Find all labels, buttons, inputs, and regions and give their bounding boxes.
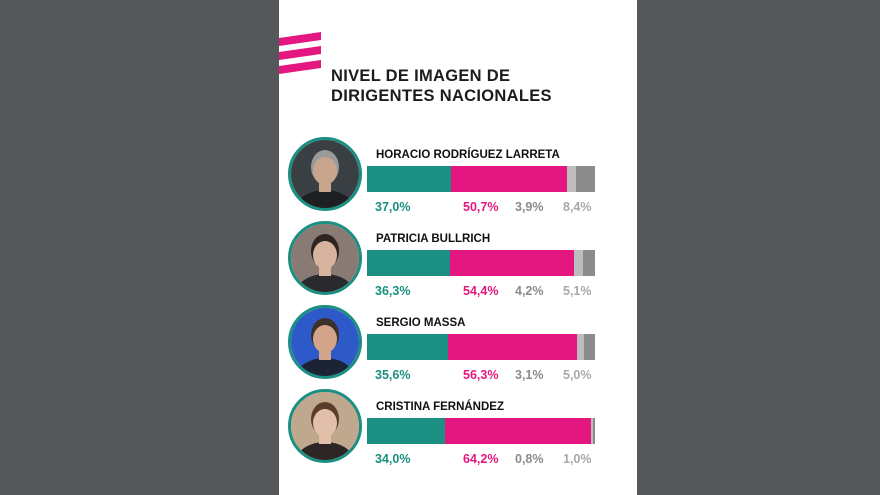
bar-segment <box>451 166 567 192</box>
data-label: 8,4% <box>563 200 592 214</box>
person-portrait-icon <box>291 392 359 460</box>
person-portrait-icon <box>291 140 359 208</box>
leader-name: HORACIO RODRÍGUEZ LARRETA <box>376 149 560 161</box>
leader-row: CRISTINA FERNÁNDEZ 34,0% 64,2% 0,8% 1,0% <box>279 389 637 473</box>
bar-segment <box>566 166 576 192</box>
leader-name: PATRICIA BULLRICH <box>376 233 491 245</box>
data-label: 0,8% <box>515 452 544 466</box>
bar-segment <box>449 250 574 276</box>
value-labels: 34,0% 64,2% 0,8% 1,0% <box>279 452 637 468</box>
bar-segment <box>590 418 593 444</box>
bar-segment <box>367 418 445 444</box>
value-labels: 35,6% 56,3% 3,1% 5,0% <box>279 368 637 384</box>
data-label: 34,0% <box>375 452 411 466</box>
report-page: NIVEL DE IMAGEN DE DIRIGENTES NACIONALES… <box>279 0 637 495</box>
data-label: 37,0% <box>375 200 411 214</box>
bar-segment <box>575 166 595 192</box>
data-label: 5,0% <box>563 368 592 382</box>
value-labels: 37,0% 50,7% 3,9% 8,4% <box>279 200 637 216</box>
leader-photo <box>288 221 362 295</box>
leader-row: SERGIO MASSA 35,6% 56,3% 3,1% 5,0% <box>279 305 637 389</box>
stacked-bar <box>367 334 595 360</box>
stacked-bar <box>367 418 595 444</box>
data-label: 35,6% <box>375 368 411 382</box>
data-label: 4,2% <box>515 284 544 298</box>
data-label: 5,1% <box>563 284 592 298</box>
title-line-1: NIVEL DE IMAGEN DE <box>331 67 511 85</box>
value-labels: 36,3% 54,4% 4,2% 5,1% <box>279 284 637 300</box>
brand-logo-icon <box>279 32 321 74</box>
person-portrait-icon <box>291 224 359 292</box>
bar-segment <box>592 418 595 444</box>
leader-name: SERGIO MASSA <box>376 317 466 329</box>
stacked-bar <box>367 250 595 276</box>
bar-segment <box>448 334 577 360</box>
data-label: 1,0% <box>563 452 592 466</box>
leader-photo <box>288 389 362 463</box>
leader-row: HORACIO RODRÍGUEZ LARRETA 37,0% 50,7% 3,9% 8… <box>279 137 637 221</box>
data-label: 3,9% <box>515 200 544 214</box>
bar-segment <box>573 250 584 276</box>
bar-segment <box>367 166 452 192</box>
data-label: 56,3% <box>463 368 499 382</box>
data-label: 64,2% <box>463 452 499 466</box>
bar-segment <box>583 334 595 360</box>
data-label: 50,7% <box>463 200 499 214</box>
data-label: 54,4% <box>463 284 499 298</box>
title-line-2: DIRIGENTES NACIONALES <box>331 87 552 105</box>
leader-row: PATRICIA BULLRICH 36,3% 54,4% 4,2% 5,1% <box>279 221 637 305</box>
data-label: 3,1% <box>515 368 544 382</box>
bar-segment <box>444 418 591 444</box>
leader-photo <box>288 137 362 211</box>
chart-title: NIVEL DE IMAGEN DE DIRIGENTES NACIONALES <box>331 66 552 106</box>
leader-photo <box>288 305 362 379</box>
bar-segment <box>583 250 595 276</box>
stacked-bar <box>367 166 595 192</box>
bar-segment <box>367 250 450 276</box>
bar-segment <box>367 334 449 360</box>
data-label: 36,3% <box>375 284 411 298</box>
leader-name: CRISTINA FERNÁNDEZ <box>376 401 504 413</box>
bar-segment <box>576 334 584 360</box>
person-portrait-icon <box>291 308 359 376</box>
